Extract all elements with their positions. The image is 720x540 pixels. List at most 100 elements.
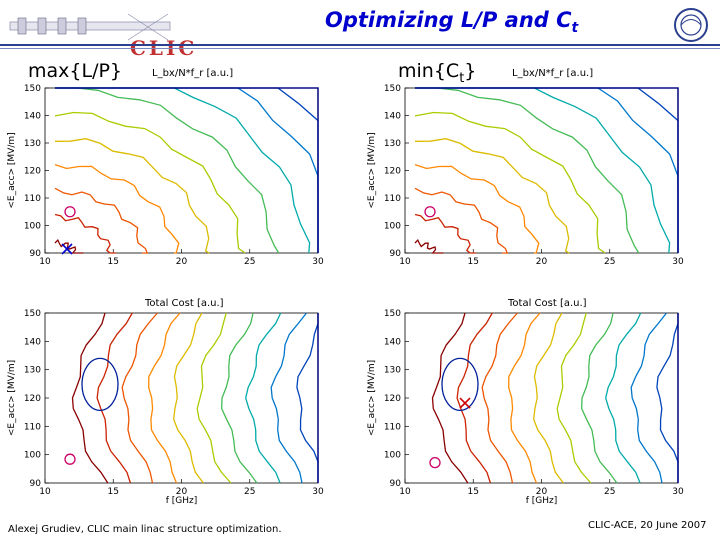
header-device-graphic — [8, 10, 178, 46]
x-tick-label: 20 — [176, 257, 188, 267]
x-tick-label: 10 — [399, 487, 411, 497]
contour-line — [656, 313, 679, 483]
y-tick-label: 110 — [384, 194, 401, 204]
y-tick-label: 110 — [24, 422, 41, 432]
y-axis-label: <E_acc> [MV/m] — [367, 360, 377, 436]
optimum-marker-icon — [64, 206, 76, 218]
contour-line — [415, 87, 640, 254]
contour-line — [54, 238, 84, 254]
cross-marker-icon — [61, 243, 73, 255]
x-tick-label: 25 — [604, 487, 615, 497]
optimum-marker-icon — [424, 206, 436, 218]
x-tick-label: 15 — [468, 257, 479, 267]
contour-line — [414, 238, 444, 254]
slide-title-subscript: t — [571, 20, 579, 37]
x-tick-label: 10 — [39, 487, 51, 497]
y-tick-label: 100 — [384, 451, 401, 461]
contour-line — [55, 87, 280, 254]
contour-line — [414, 213, 476, 254]
x-axis-label: f [GHz] — [166, 496, 198, 505]
contour-line — [55, 87, 319, 253]
cern-logo-icon — [674, 8, 708, 42]
plot-top-left: 10 15 20 25 30 90 100 110 120 130 140 150 <E_acc> [M… — [0, 80, 360, 279]
contour-line — [533, 312, 564, 484]
contour-line — [431, 312, 469, 484]
slide-title: Optimizing L/P and Ct — [325, 8, 578, 36]
contour-minimum-ring — [81, 357, 119, 412]
contour-plot-top-right: 10 15 20 25 30 90 100 110 120 130 140 150 <E_acc> [M… — [367, 84, 684, 267]
x-tick-label: 30 — [672, 257, 684, 267]
contour-line — [270, 312, 308, 484]
contour-line — [508, 312, 541, 484]
cern-logo — [670, 6, 712, 48]
y-tick-label: 140 — [24, 337, 41, 347]
x-tick-label: 25 — [244, 487, 255, 497]
x-tick-label: 25 — [604, 257, 615, 267]
plot-frame — [44, 87, 319, 254]
y-tick-label: 130 — [24, 139, 41, 149]
y-tick-label: 130 — [384, 139, 401, 149]
contour-line — [581, 312, 618, 484]
contour-line — [414, 111, 606, 254]
x-axis-label: f [GHz] — [526, 496, 558, 505]
plot-title-top-right: L_bx/N*f_r [a.u.] — [512, 68, 594, 79]
contour-line — [556, 312, 592, 484]
header-bar-thin — [0, 48, 720, 49]
y-tick-label: 140 — [384, 337, 401, 347]
contour-line — [456, 312, 493, 484]
x-tick-label: 30 — [672, 487, 684, 497]
y-tick-label: 150 — [384, 84, 401, 94]
cross-marker-icon — [459, 397, 471, 409]
right-header: min{Ct} — [398, 60, 476, 86]
contour-line — [630, 312, 668, 484]
optimum-marker-icon — [64, 453, 76, 465]
contour-line — [221, 312, 258, 484]
contour-line — [54, 163, 180, 254]
x-tick-label: 25 — [244, 257, 255, 267]
accelerator-icon — [9, 13, 171, 41]
y-tick-label: 110 — [24, 194, 41, 204]
plot-bottom-right: 10 15 20 25 30 90 100 110 120 130 140 150 <E_acc> [M… — [360, 305, 720, 509]
plot-title-top-left: L_bx/N*f_r [a.u.] — [152, 68, 234, 79]
x-tick-label: 10 — [39, 257, 51, 267]
plot-title-bottom-left: Total Cost [a.u.] — [145, 298, 224, 309]
y-tick-label: 150 — [24, 309, 41, 319]
x-tick-label: 30 — [312, 257, 324, 267]
x-tick-label: 20 — [536, 257, 548, 267]
contour-line — [605, 312, 642, 484]
y-tick-label: 110 — [384, 422, 401, 432]
contour-line — [414, 138, 570, 254]
footer-date: CLIC-ACE, 20 June 2007 — [588, 520, 707, 531]
contour-line — [54, 138, 210, 254]
contour-line — [96, 312, 133, 484]
y-tick-label: 100 — [24, 451, 41, 461]
y-axis-label: <E_acc> [MV/m] — [7, 360, 17, 436]
contour-line — [414, 187, 509, 254]
x-tick-label: 20 — [536, 487, 548, 497]
y-tick-label: 150 — [24, 84, 41, 94]
x-tick-label: 20 — [176, 487, 188, 497]
contour-line — [196, 312, 232, 484]
contour-line — [148, 312, 181, 484]
contour-plot-bottom-right: 10 15 20 25 30 90 100 110 120 130 140 150 <E_acc> [M… — [367, 309, 684, 506]
x-tick-label: 10 — [399, 257, 411, 267]
contour-line — [415, 87, 679, 253]
slide-title-text: Optimizing L/P and C — [325, 8, 572, 32]
y-axis-label: <E_acc> [MV/m] — [7, 132, 17, 208]
x-tick-label: 15 — [108, 257, 119, 267]
contour-line — [54, 111, 246, 254]
right-header-main: min{C — [398, 60, 460, 82]
y-tick-label: 90 — [30, 479, 42, 489]
contour-line — [54, 187, 149, 254]
y-tick-label: 120 — [24, 394, 41, 404]
y-tick-label: 130 — [384, 366, 401, 376]
contour-line — [121, 312, 158, 484]
right-header-close: } — [464, 60, 477, 82]
y-tick-label: 90 — [30, 249, 42, 259]
y-tick-label: 140 — [24, 112, 41, 122]
y-tick-label: 140 — [384, 112, 401, 122]
y-tick-label: 150 — [384, 309, 401, 319]
y-axis-label: <E_acc> [MV/m] — [367, 132, 377, 208]
contour-minimum-ring — [441, 357, 479, 412]
x-tick-label: 30 — [312, 487, 324, 497]
